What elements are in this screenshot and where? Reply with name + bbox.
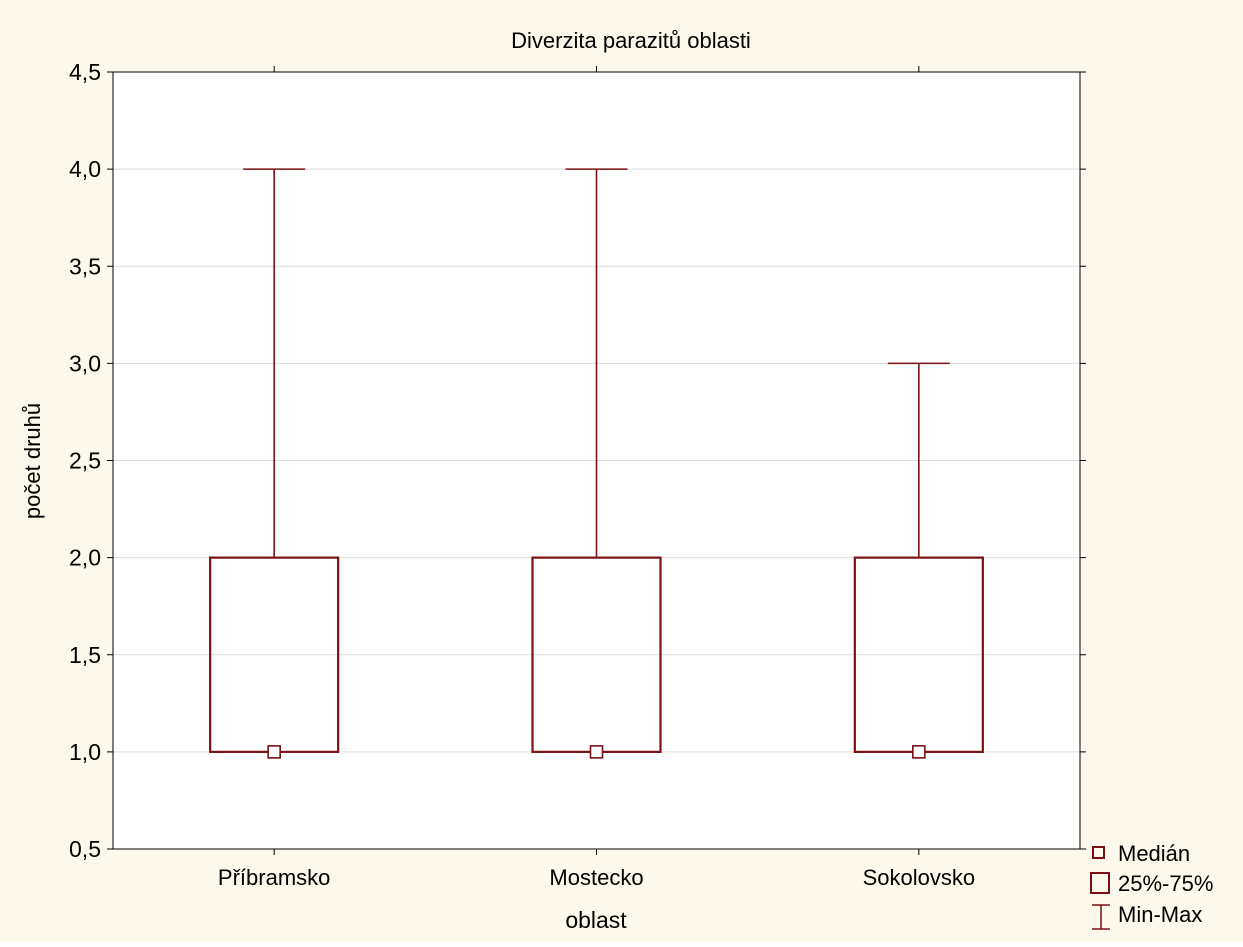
box-3 xyxy=(853,362,984,759)
legend-label-box: 25%-75% xyxy=(1118,871,1213,896)
x-axis-label: oblast xyxy=(565,907,627,933)
plot-frame xyxy=(112,71,1081,850)
y-tick-label: 4,5 xyxy=(69,59,101,85)
median-marker xyxy=(267,745,281,759)
legend-whisker-swatch xyxy=(1092,904,1110,930)
x-tick-label: Sokolovsko xyxy=(863,865,976,890)
y-tick-label: 2,5 xyxy=(69,448,101,474)
box-2 xyxy=(531,168,662,759)
y-tick-label: 0,5 xyxy=(69,836,101,862)
legend-box-swatch xyxy=(1090,872,1110,894)
y-axis: 0,5 1,0 1,5 2,0 2,5 3,0 3,5 4,0 4,5 xyxy=(69,59,1086,862)
y-tick-label: 3,0 xyxy=(69,350,101,376)
box-1 xyxy=(209,168,340,759)
median-marker xyxy=(912,745,926,759)
x-tick-label: Mostecko xyxy=(549,865,643,890)
median-marker xyxy=(589,745,604,759)
y-tick-label: 3,5 xyxy=(69,253,101,279)
chart-title: Diverzita parazitů oblasti xyxy=(511,28,751,53)
y-axis-label: počet druhů xyxy=(20,403,45,519)
legend: Medián 25%-75% Min-Max xyxy=(1090,841,1213,930)
x-tick-label: Příbramsko xyxy=(218,865,330,890)
y-tick-label: 1,0 xyxy=(69,739,101,765)
legend-label-median: Medián xyxy=(1118,841,1190,866)
y-tick-label: 2,0 xyxy=(69,545,101,571)
legend-label-whisker: Min-Max xyxy=(1118,902,1202,927)
x-axis: Příbramsko Mostecko Sokolovsko xyxy=(218,66,975,890)
legend-median-swatch xyxy=(1092,846,1105,859)
box-series xyxy=(209,168,984,759)
y-tick-label: 1,5 xyxy=(69,642,101,668)
y-tick-label: 4,0 xyxy=(69,156,101,182)
